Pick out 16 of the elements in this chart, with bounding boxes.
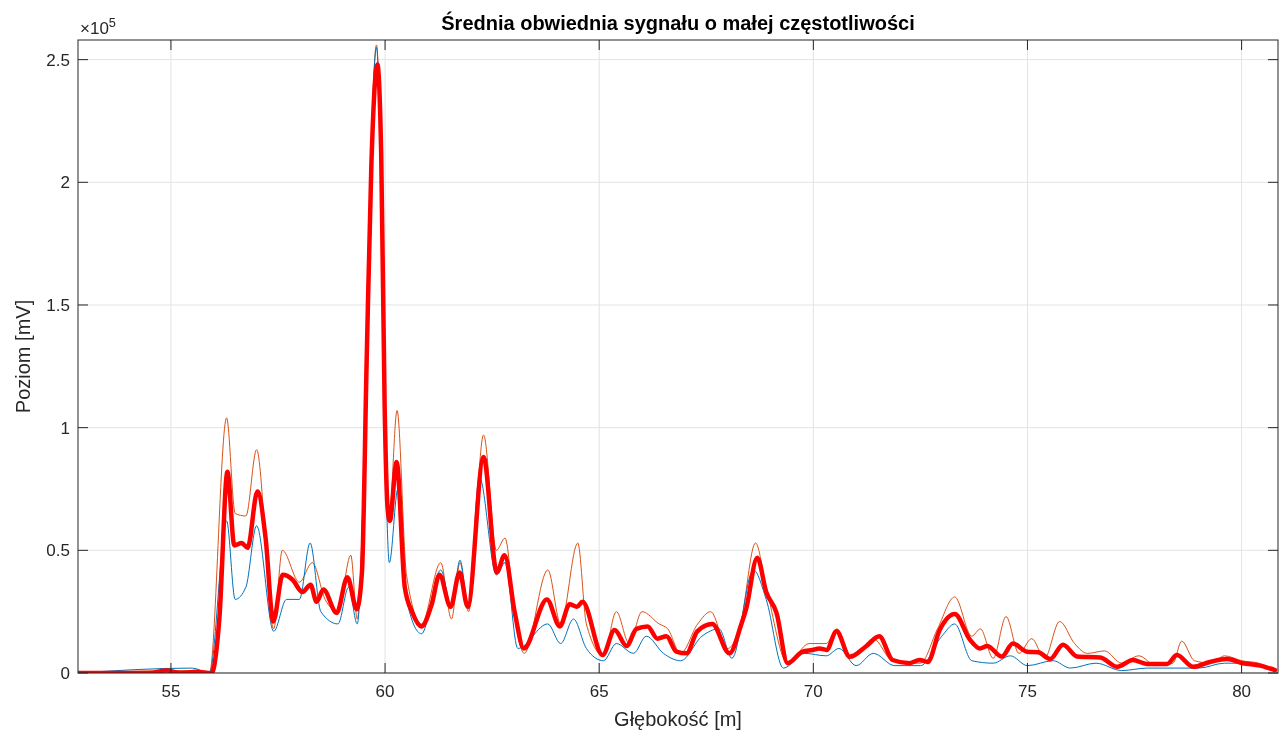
y-tick-label: 1.5 bbox=[46, 295, 70, 315]
x-tick-label: 80 bbox=[1232, 682, 1252, 701]
x-tick-label: 70 bbox=[803, 682, 823, 701]
x-tick-label: 55 bbox=[161, 682, 181, 701]
y-tick-label: 0 bbox=[60, 663, 70, 683]
text: ×10$^{5}$ bbox=[80, 14, 116, 38]
x-axis-title: Głębokość [m] bbox=[614, 708, 742, 730]
y-tick-label: 1 bbox=[60, 418, 70, 438]
y-tick-label: 2 bbox=[60, 173, 70, 193]
chart-title: Średnia obwiednia sygnału o małej częstotliwości bbox=[441, 11, 915, 34]
x-tick-label: 65 bbox=[589, 682, 609, 701]
x-tick-label: 75 bbox=[1018, 682, 1037, 701]
y-tick-label: 0.5 bbox=[46, 541, 70, 561]
y-axis-title: Poziom [mV] bbox=[12, 299, 34, 414]
x-tick-label: 60 bbox=[375, 682, 395, 701]
y-tick-label: 2.5 bbox=[46, 50, 70, 70]
